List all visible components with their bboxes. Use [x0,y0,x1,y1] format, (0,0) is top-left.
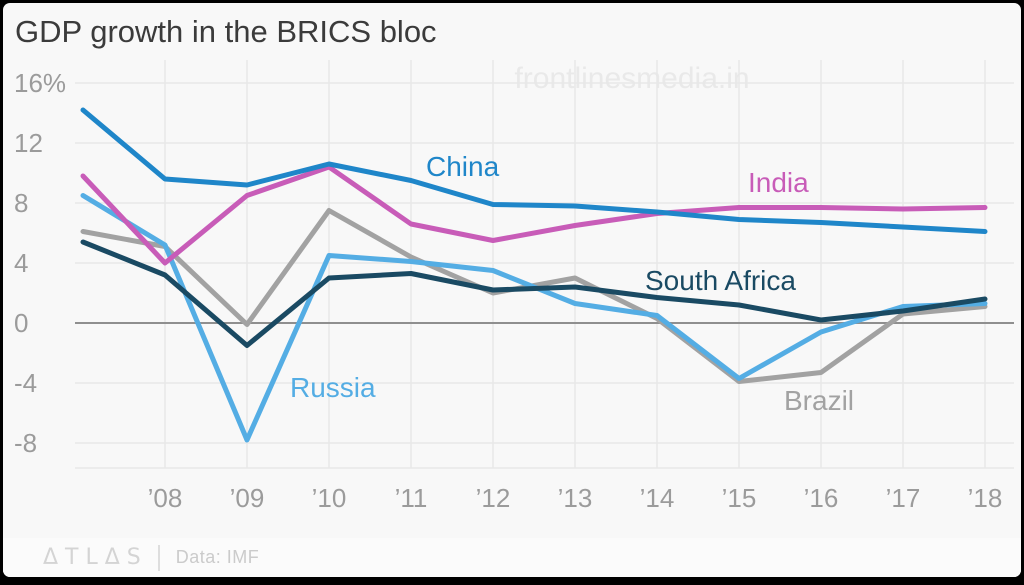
series-label-south-africa: South Africa [645,265,796,296]
y-tick-label: -4 [14,368,37,398]
x-tick-label: ’14 [640,483,675,513]
y-tick-label: 8 [14,188,28,218]
x-tick-label: ’09 [230,483,265,513]
x-tick-label: ’13 [558,483,593,513]
x-tick-label: ’16 [804,483,839,513]
watermark-text: frontlinesmedia.in [514,62,749,95]
series-label-china: China [426,151,500,182]
y-tick-label: -8 [14,428,37,458]
series-line-china [80,107,988,234]
chart-card: frontlinesmedia.in 16% 12 8 4 0 -4 -8 ’08 ’09 ’10 ’… [3,3,1021,577]
x-tick-label: ’12 [476,483,511,513]
series-line-india [80,164,988,266]
y-tick-label: 4 [14,248,28,278]
x-tick-label: ’10 [312,483,347,513]
x-tick-label: ’18 [968,483,1003,513]
x-tick-label: ’15 [722,483,757,513]
x-tick-label: ’11 [395,483,428,513]
x-tick-label: ’17 [886,483,921,513]
footer-divider [157,544,160,571]
series-line-south-africa [80,239,988,348]
series-label-india: India [748,167,809,198]
gdp-line-chart: frontlinesmedia.in 16% 12 8 4 0 -4 -8 ’08 ’09 ’10 ’… [14,60,1014,513]
atlas-logo: ΔTLΔS [43,544,148,570]
y-tick-label: 16% [14,68,66,98]
footer-bar: ΔTLΔS Data: IMF [3,538,1021,577]
series-label-russia: Russia [290,372,376,403]
data-source-label: Data: IMF [175,547,260,567]
x-tick-label: ’08 [148,483,183,513]
y-tick-label: 12 [14,128,43,158]
series-line-brazil [80,208,988,384]
series-label-brazil: Brazil [784,385,854,416]
chart-title: GDP growth in the BRICS bloc [15,14,437,49]
y-tick-label: 0 [14,308,28,338]
